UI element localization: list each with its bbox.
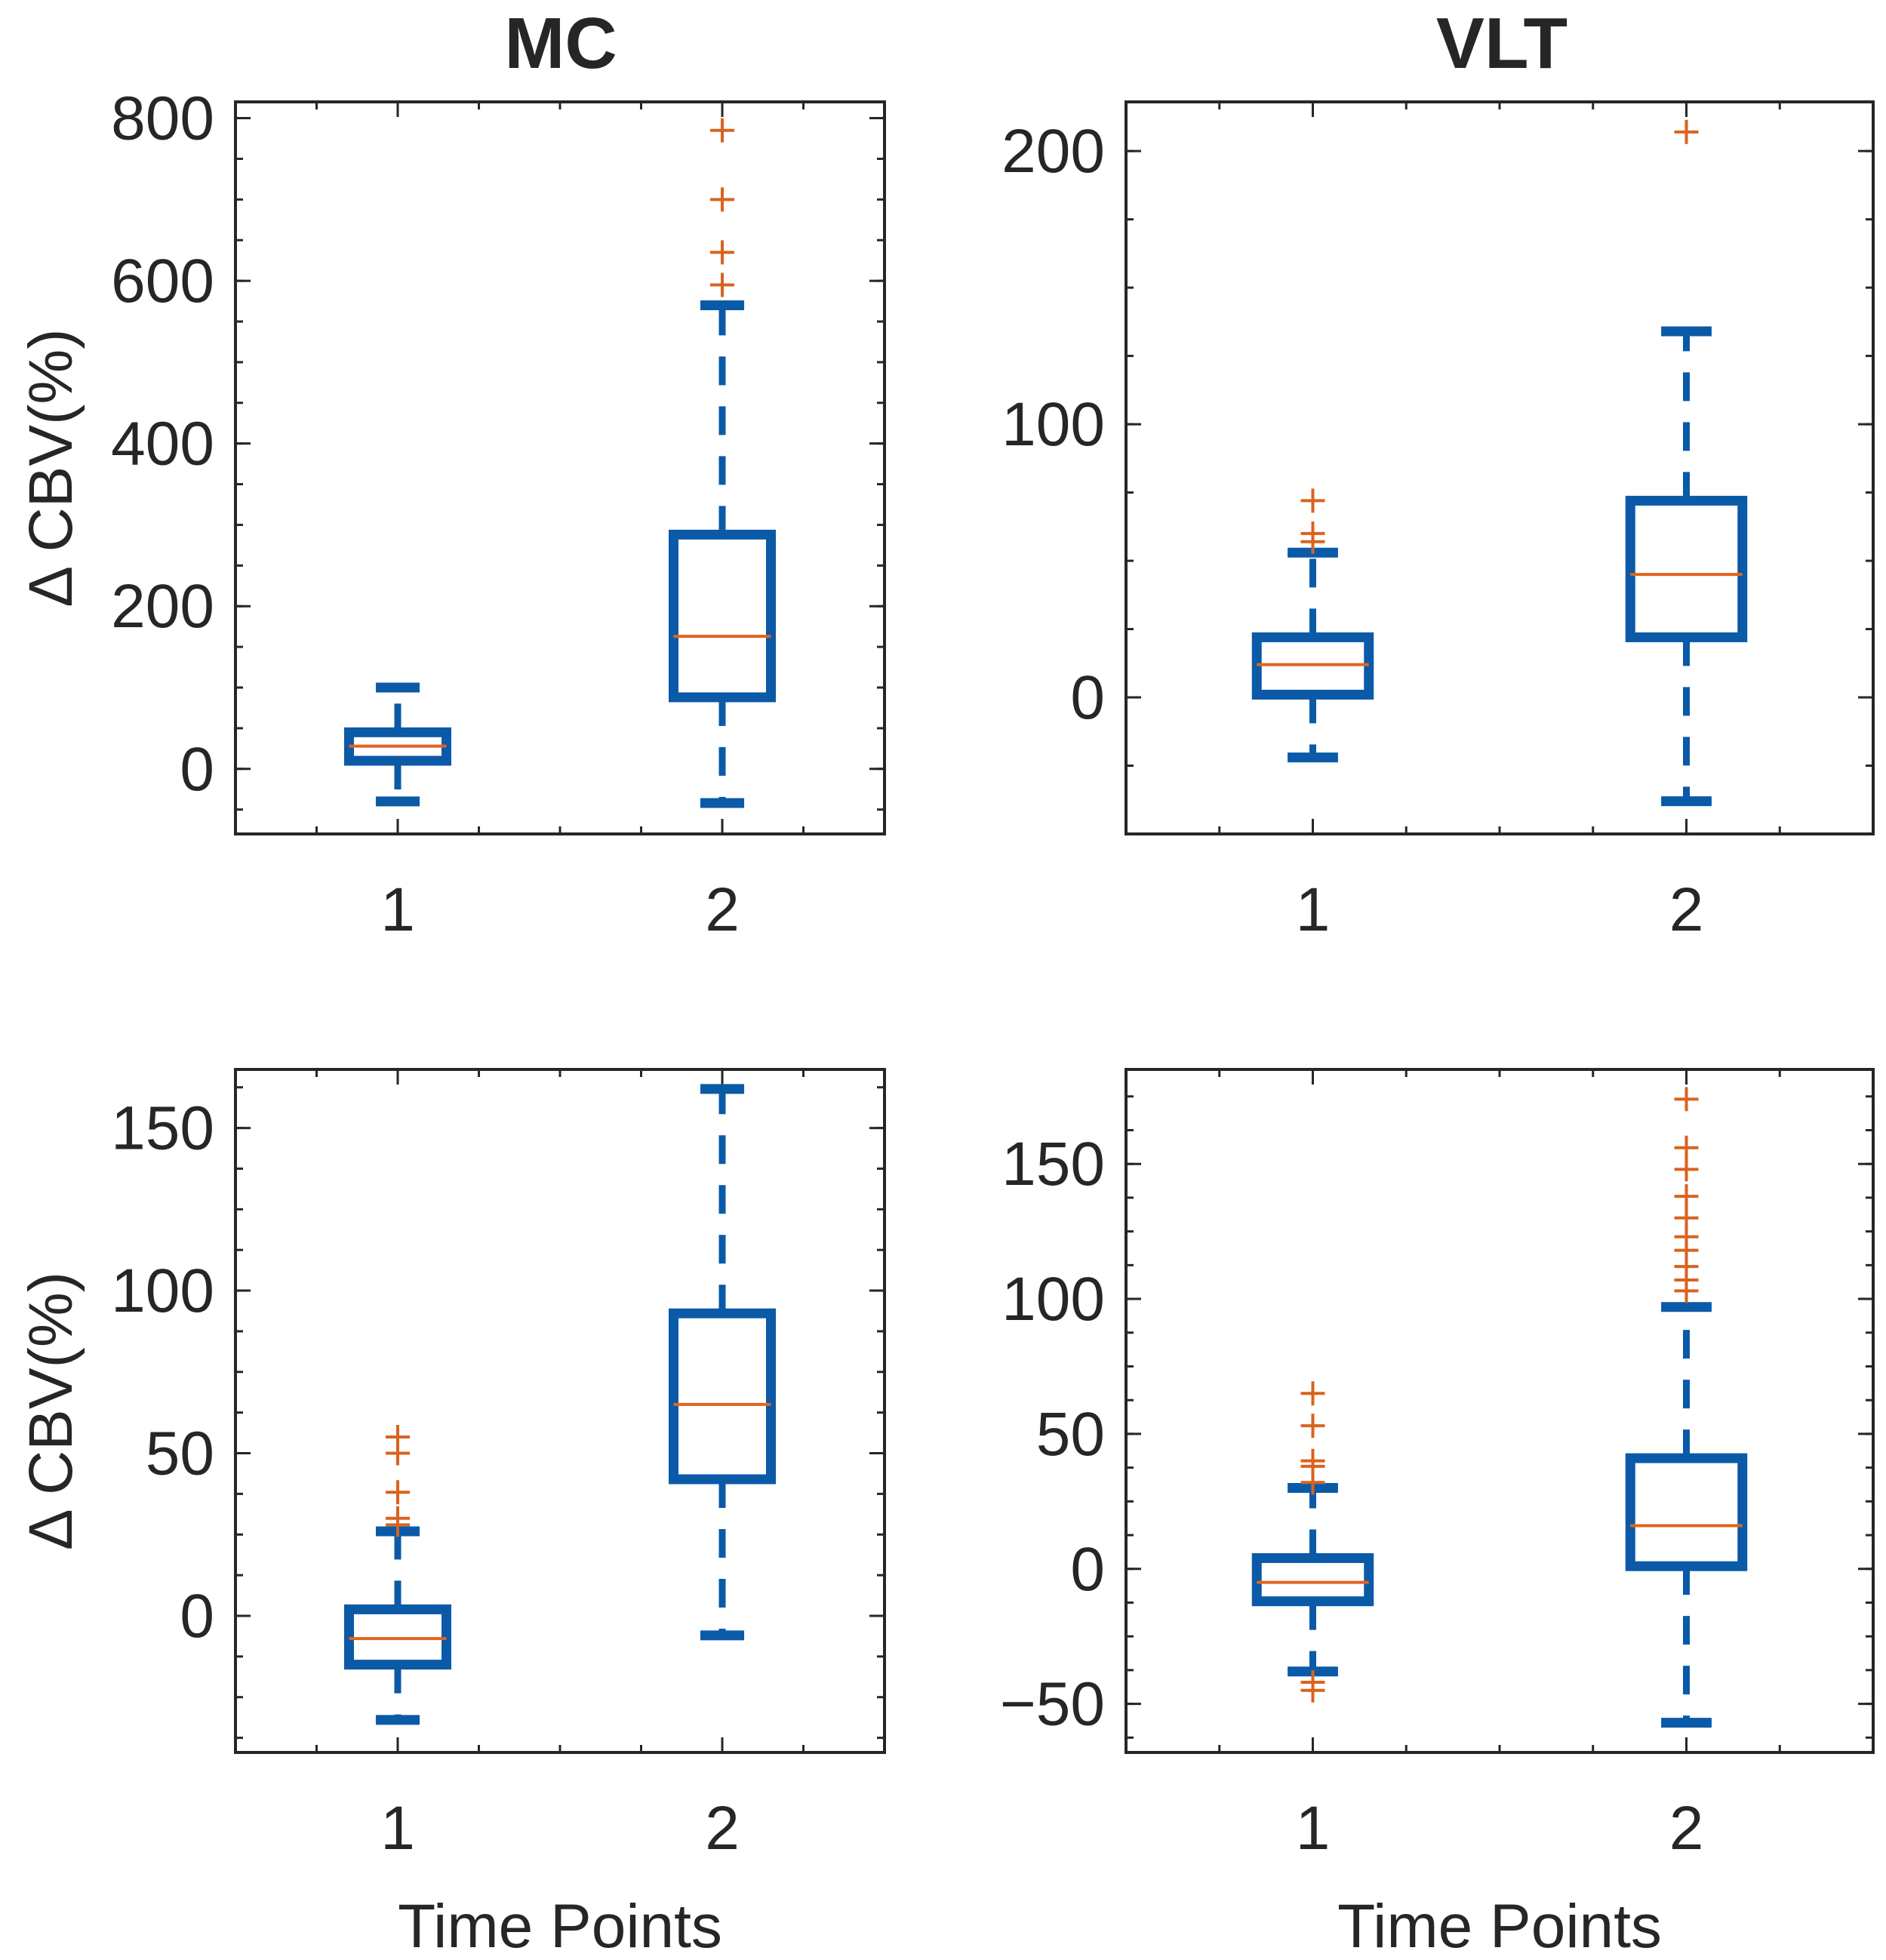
panel-top-right: 0 100 200 1 2 (1001, 100, 1875, 944)
outlier-marker (1300, 1414, 1325, 1438)
box-category-2 (669, 1084, 776, 1641)
x-tick-label: 1 (380, 875, 415, 944)
axes-frame (234, 1068, 886, 1754)
x-tick-label: 2 (1669, 1794, 1704, 1863)
outlier-marker (1300, 488, 1325, 513)
box-category-1 (1251, 1381, 1374, 1703)
axes-frame (1125, 100, 1875, 835)
x-tick-label: 2 (1669, 875, 1704, 944)
y-tick-label: 200 (1001, 117, 1105, 186)
x-tick-label: 2 (705, 875, 740, 944)
iqr-box (669, 529, 776, 703)
y-tick-label: 0 (180, 735, 214, 804)
y-tick-label: 400 (111, 410, 214, 478)
outlier-marker (1300, 1381, 1325, 1406)
y-tick-label: 150 (1001, 1130, 1105, 1198)
outlier-marker (1674, 119, 1699, 144)
outlier-marker (710, 118, 734, 143)
box-category-1 (344, 1424, 451, 1725)
outlier-marker (710, 272, 734, 297)
outlier-marker (710, 240, 734, 265)
iqr-box (1625, 495, 1748, 642)
column-title-vlt: VLT (1436, 3, 1568, 84)
outlier-marker (386, 1424, 410, 1449)
x-axis-label: Time Points (398, 1892, 722, 1960)
box-category-2 (1625, 119, 1748, 807)
iqr-box (1251, 1552, 1374, 1607)
outlier-marker (386, 1480, 410, 1505)
axes-frame (1125, 1068, 1875, 1754)
outlier-marker (1674, 1087, 1699, 1112)
y-tick-label: 50 (1036, 1400, 1105, 1469)
x-tick-label: 2 (705, 1794, 740, 1863)
y-axis-label: Δ CBV(%) (17, 1272, 85, 1550)
outlier-marker (1300, 521, 1325, 546)
y-tick-label: 100 (111, 1257, 214, 1325)
minor-ticks (235, 102, 885, 834)
panel-bottom-left: 0 50 100 150 1 2 Δ CBV(%) Time Points (17, 1068, 886, 1960)
outlier-marker (1674, 1205, 1699, 1230)
y-tick-label: 800 (111, 85, 214, 153)
axes-frame (234, 100, 886, 835)
outlier-marker (386, 1506, 410, 1531)
outlier-marker (1300, 1669, 1325, 1694)
box-category-1 (1251, 488, 1374, 763)
outlier-marker (1300, 1448, 1325, 1473)
y-tick-label: −50 (1000, 1670, 1105, 1739)
y-tick-label: 600 (111, 247, 214, 315)
y-tick-label: 0 (180, 1582, 214, 1651)
column-title-mc: MC (504, 3, 617, 84)
y-tick-label: 50 (146, 1420, 214, 1488)
y-tick-label: 150 (111, 1094, 214, 1163)
y-axis-label: Δ CBV(%) (17, 328, 85, 607)
minor-ticks (1126, 1069, 1873, 1752)
y-tick-label: 100 (1001, 1265, 1105, 1334)
outlier-marker (1674, 1184, 1699, 1209)
y-tick-label: 0 (1070, 1535, 1105, 1604)
minor-ticks (1126, 102, 1873, 835)
x-axis-label: Time Points (1337, 1892, 1662, 1960)
box-category-1 (344, 682, 451, 807)
x-tick-label: 1 (1296, 875, 1331, 944)
box-category-2 (1625, 1087, 1748, 1728)
x-tick-label: 1 (380, 1794, 415, 1863)
panel-top-left: 0 200 400 600 800 1 2 Δ CBV(%) (17, 85, 886, 944)
iqr-box (344, 1604, 451, 1670)
outlier-marker (710, 187, 734, 212)
box-category-2 (669, 118, 776, 808)
iqr-box (669, 1308, 776, 1485)
iqr-box (1625, 1453, 1748, 1571)
outlier-marker (1674, 1135, 1699, 1160)
y-tick-label: 100 (1001, 390, 1105, 459)
y-tick-label: 200 (111, 572, 214, 641)
y-tick-label: 0 (1070, 663, 1105, 732)
minor-ticks (235, 1069, 885, 1752)
x-tick-label: 1 (1296, 1794, 1331, 1863)
outlier-marker (1674, 1157, 1699, 1182)
